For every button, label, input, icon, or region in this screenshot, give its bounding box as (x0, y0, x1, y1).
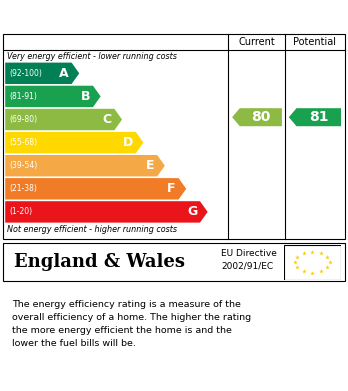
Text: (81-91): (81-91) (9, 92, 37, 101)
Text: The energy efficiency rating is a measure of the
overall efficiency of a home. T: The energy efficiency rating is a measur… (12, 300, 251, 348)
Polygon shape (5, 132, 143, 153)
Text: G: G (187, 205, 197, 219)
Text: (55-68): (55-68) (9, 138, 38, 147)
Text: England & Wales: England & Wales (14, 253, 185, 271)
Text: (1-20): (1-20) (9, 207, 32, 216)
Polygon shape (5, 109, 122, 130)
Text: Energy Efficiency Rating: Energy Efficiency Rating (10, 7, 239, 25)
Text: F: F (167, 182, 176, 196)
Polygon shape (5, 155, 165, 176)
Polygon shape (5, 63, 79, 84)
Text: (92-100): (92-100) (9, 69, 42, 78)
Polygon shape (289, 108, 341, 126)
Polygon shape (5, 86, 101, 107)
Text: D: D (123, 136, 133, 149)
Text: Not energy efficient - higher running costs: Not energy efficient - higher running co… (7, 225, 177, 234)
Text: 81: 81 (309, 110, 329, 124)
Text: (69-80): (69-80) (9, 115, 38, 124)
Text: A: A (59, 67, 69, 80)
Text: EU Directive
2002/91/EC: EU Directive 2002/91/EC (221, 249, 277, 271)
Text: (21-38): (21-38) (9, 184, 37, 193)
Text: B: B (81, 90, 90, 103)
Polygon shape (5, 178, 186, 199)
Text: C: C (102, 113, 112, 126)
Text: (39-54): (39-54) (9, 161, 38, 170)
Polygon shape (5, 201, 208, 222)
Text: 80: 80 (251, 110, 270, 124)
Text: Potential: Potential (293, 37, 337, 47)
Text: Very energy efficient - lower running costs: Very energy efficient - lower running co… (7, 52, 177, 61)
Text: Current: Current (238, 37, 275, 47)
Text: E: E (146, 159, 155, 172)
Polygon shape (232, 108, 282, 126)
